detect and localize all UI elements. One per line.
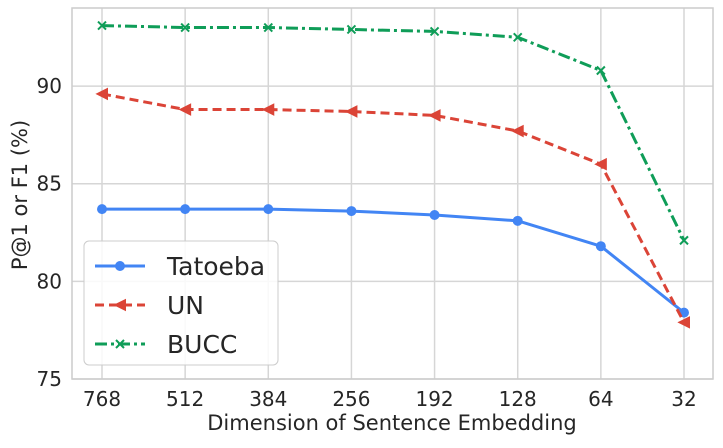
series-group: [95, 20, 690, 329]
data-point: [180, 204, 191, 215]
data-point: [95, 87, 108, 101]
x-tick-label: 64: [588, 387, 613, 411]
data-point: [595, 241, 606, 252]
legend-marker: [115, 339, 125, 349]
data-point: [429, 26, 440, 37]
data-point: [427, 109, 441, 122]
axes: 768 512 384 256 192 128 64 32 75 80 85 90: [37, 7, 714, 411]
y-tick-label: 90: [37, 74, 62, 98]
data-point: [344, 105, 358, 118]
data-point: [346, 24, 357, 35]
series-line: [101, 92, 686, 324]
x-tick-label: 128: [499, 387, 537, 411]
data-point: [97, 20, 107, 31]
data-point: [596, 65, 606, 76]
data-point: [511, 124, 524, 138]
legend-marker: [115, 261, 125, 271]
legend-label: BUCC: [167, 330, 237, 359]
data-point: [263, 22, 273, 33]
data-point: [429, 209, 440, 220]
y-tick-label: 85: [37, 172, 62, 196]
data-point: [261, 103, 275, 116]
data-point: [677, 316, 690, 329]
series-tatoeba: [97, 204, 689, 318]
x-tick-label: 512: [166, 387, 204, 411]
series-line: [102, 207, 685, 314]
data-point: [346, 206, 357, 217]
legend: Tatoeba UN BUCC: [83, 240, 279, 366]
data-point: [512, 215, 523, 226]
series-bucc: [97, 20, 689, 246]
data-point: [180, 22, 190, 33]
legend-entry: Tatoeba: [95, 252, 265, 281]
legend-entry: UN: [95, 291, 204, 320]
x-tick-label: 384: [249, 387, 287, 411]
x-axis-label: Dimension of Sentence Embedding: [207, 411, 577, 435]
series-un: [95, 87, 690, 329]
plot-frame: [71, 7, 714, 380]
data-point: [513, 32, 523, 42]
data-point: [263, 204, 274, 215]
x-tick-label: 192: [415, 387, 453, 411]
x-tick-label: 768: [83, 387, 121, 411]
data-point: [97, 204, 107, 215]
data-point: [594, 157, 607, 171]
x-tick-label: 256: [332, 387, 370, 411]
y-tick-label: 75: [37, 367, 62, 391]
x-tick-label: 32: [671, 387, 696, 411]
data-point: [178, 103, 192, 116]
y-axis-label: P@1 or F1 (%): [8, 120, 32, 270]
y-tick-label: 80: [37, 269, 62, 293]
series-line: [101, 24, 686, 242]
legend-marker: [113, 298, 126, 312]
legend-label: UN: [167, 291, 204, 320]
legend-box: [83, 240, 279, 366]
legend-entry: BUCC: [95, 330, 237, 359]
data-point: [679, 235, 689, 246]
legend-label: Tatoeba: [166, 252, 265, 281]
